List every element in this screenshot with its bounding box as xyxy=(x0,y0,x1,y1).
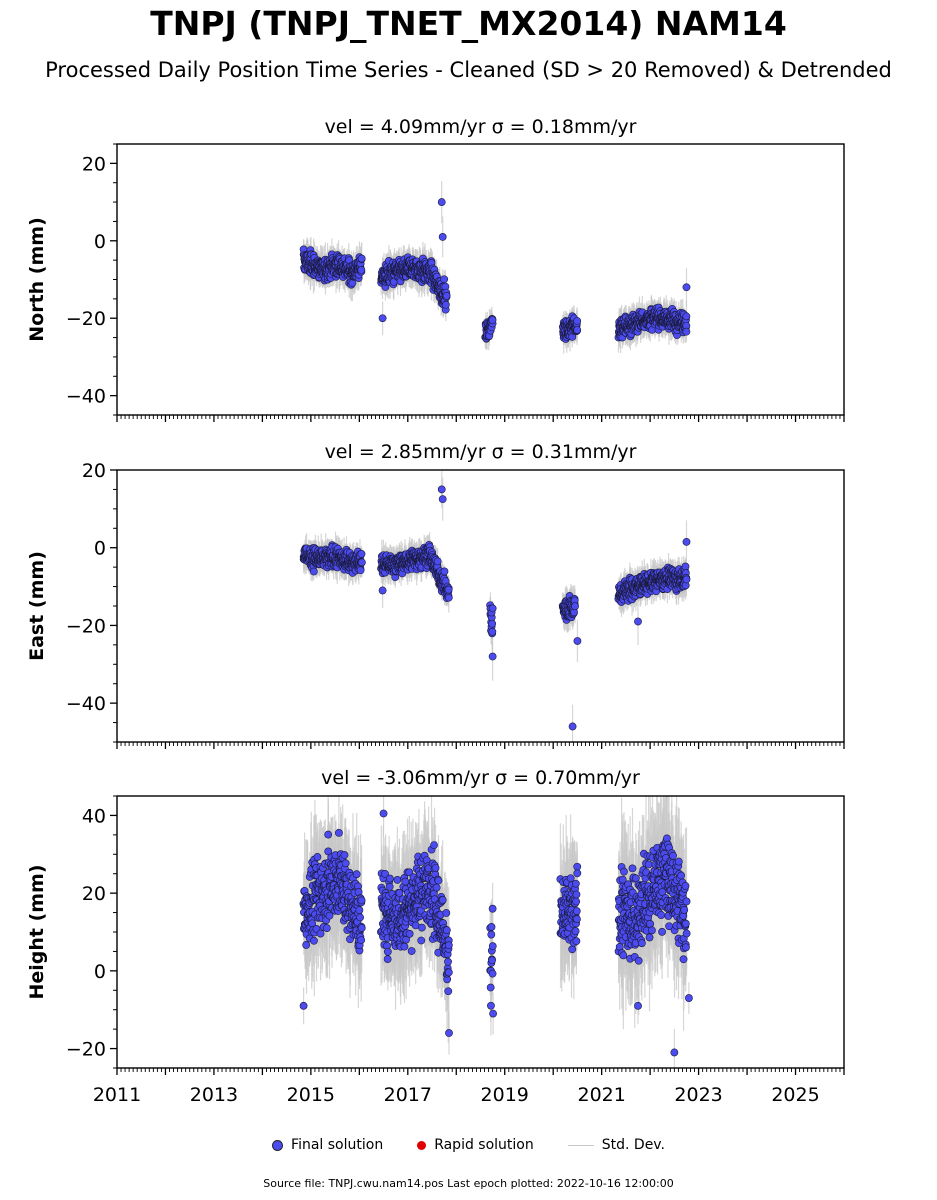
data-point xyxy=(438,495,447,504)
data-point xyxy=(682,575,691,584)
data-point xyxy=(573,637,582,645)
data-point xyxy=(568,722,577,731)
chart-subtitle: Processed Daily Position Time Series - C… xyxy=(45,58,892,82)
data-point xyxy=(488,604,497,613)
data-point xyxy=(440,275,449,284)
data-point xyxy=(634,617,642,626)
data-point xyxy=(444,593,453,602)
data-point xyxy=(440,567,449,576)
data-point xyxy=(438,233,447,241)
data-point xyxy=(488,316,497,325)
data-points xyxy=(299,471,691,742)
y-axis-label: North (mm) xyxy=(26,217,48,342)
panel-title: vel = 4.09mm/yr σ = 0.18mm/yr xyxy=(325,116,637,138)
data-point xyxy=(378,586,387,595)
data-points xyxy=(299,796,693,1068)
y-axis-label: Height (mm) xyxy=(26,864,48,999)
panel-title: vel = 2.85mm/yr σ = 0.31mm/yr xyxy=(325,441,637,463)
y-axis-label: East (mm) xyxy=(26,551,48,661)
data-points xyxy=(299,181,691,354)
y-tick-label: −20 xyxy=(66,308,106,330)
data-point xyxy=(488,652,497,661)
data-point xyxy=(357,254,366,263)
data-point xyxy=(444,585,453,594)
data-point xyxy=(571,602,579,611)
data-point xyxy=(437,198,446,206)
data-point xyxy=(357,558,366,567)
data-point xyxy=(488,627,497,636)
data-point xyxy=(348,279,357,287)
data-point xyxy=(682,327,691,336)
plot-frame xyxy=(116,143,845,416)
plot-frame xyxy=(116,469,845,743)
data-point xyxy=(433,557,442,566)
panel-east: vel = 2.85mm/yr σ = 0.31mm/yr East (mm) −4… xyxy=(26,441,845,749)
data-point xyxy=(357,266,366,274)
y-tick-label: −20 xyxy=(66,615,106,637)
data-point xyxy=(573,326,582,334)
data-point xyxy=(573,317,582,325)
y-tick-label: −40 xyxy=(66,693,106,715)
data-point xyxy=(682,312,691,321)
data-point xyxy=(442,291,451,300)
data-point xyxy=(309,567,318,576)
data-point xyxy=(681,562,690,571)
panel-title: vel = -3.06mm/yr σ = 0.70mm/yr xyxy=(321,767,640,789)
data-point xyxy=(441,300,450,309)
data-point xyxy=(682,283,691,292)
panel-height: vel = -3.06mm/yr σ = 0.70mm/yr Height (mm… xyxy=(26,767,845,1106)
y-tick-label: −40 xyxy=(66,386,106,408)
y-tick-label: 20 xyxy=(82,153,106,175)
y-tick-label: 0 xyxy=(94,231,106,253)
data-point xyxy=(356,566,365,575)
data-point xyxy=(437,485,446,494)
chart-title: TNPJ (TNPJ_TNET_MX2014) NAM14 xyxy=(150,4,787,43)
y-tick-label: 20 xyxy=(82,460,106,482)
data-point xyxy=(357,550,366,558)
data-point xyxy=(682,537,691,546)
data-point xyxy=(488,619,497,628)
y-tick-label: 0 xyxy=(94,538,106,560)
data-point xyxy=(378,314,387,323)
